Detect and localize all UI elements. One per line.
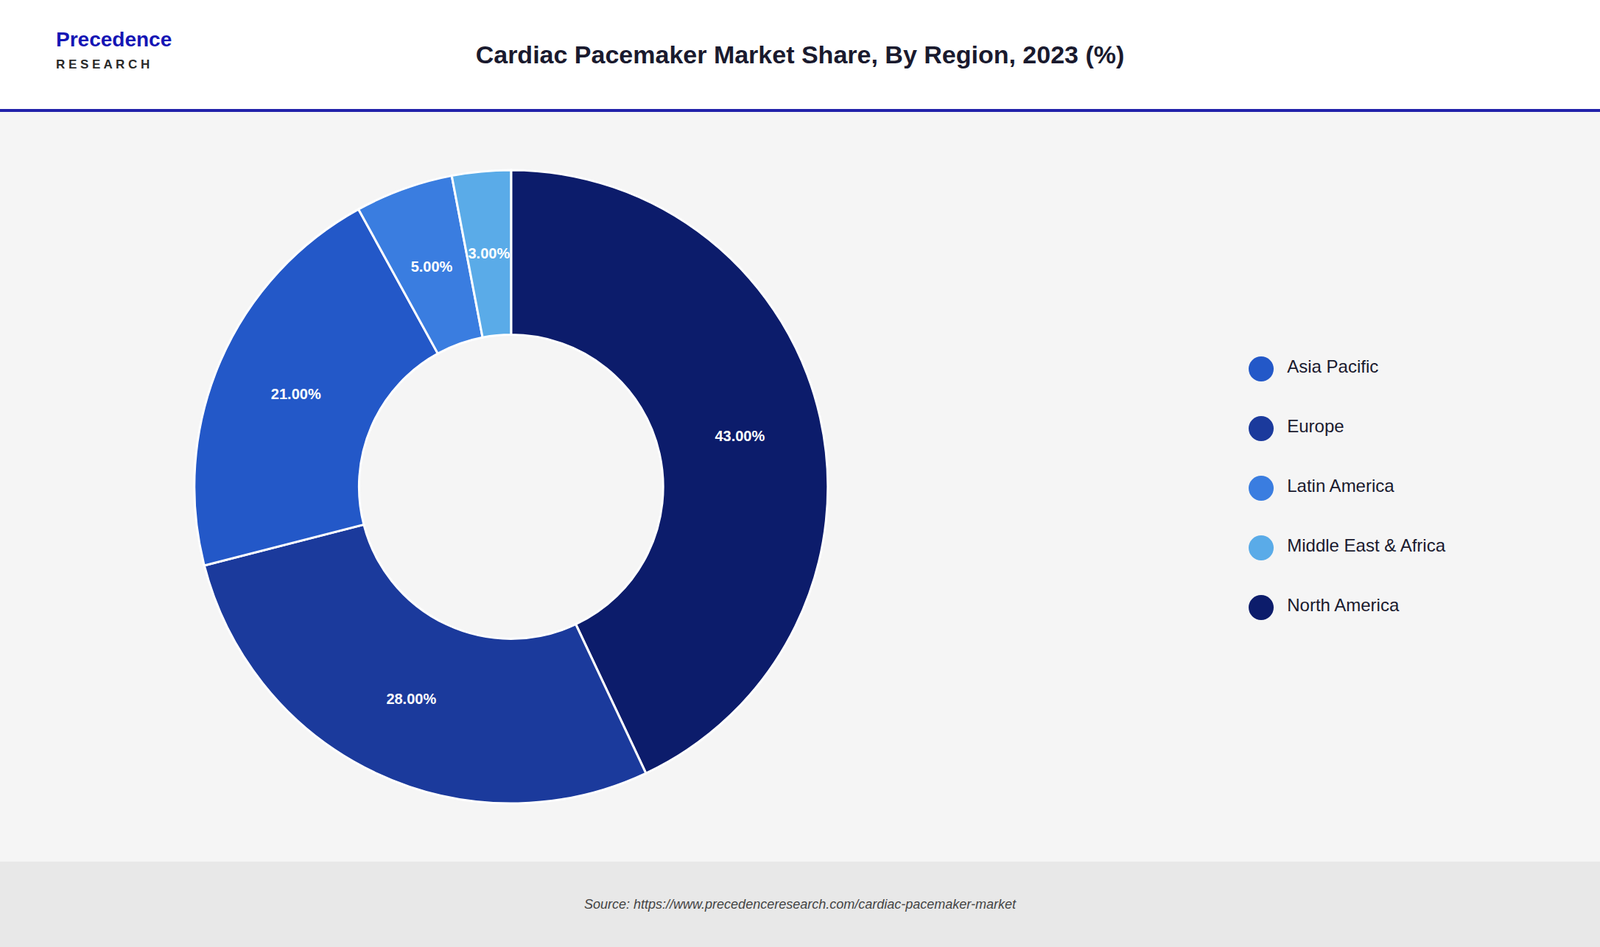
html-text:Precedence: Precedence — [55, 27, 172, 51]
svg-text:3.00%: 3.00% — [467, 245, 510, 262]
html-text:Asia Pacific: Asia Pacific — [1287, 356, 1379, 377]
svg-text:21.00%: 21.00% — [271, 386, 322, 403]
html-text:R E S E A R C H: R E S E A R C H — [55, 57, 150, 72]
html-text:Middle East & Africa: Middle East & Africa — [1287, 535, 1446, 556]
html-text:Cardiac Pacemaker Market Share: Cardiac Pacemaker Market Share, By Regio… — [475, 40, 1125, 69]
svg-text:28.00%: 28.00% — [386, 690, 437, 708]
svg-text:43.00%: 43.00% — [714, 427, 765, 445]
svg-text:5.00%: 5.00% — [411, 258, 454, 275]
html-text:Latin America: Latin America — [1287, 475, 1395, 496]
html-text:Source: https://www.precedence: Source: https://www.precedenceresearch.c… — [584, 896, 1016, 912]
html-text:Europe: Europe — [1287, 415, 1345, 436]
html-text:North America: North America — [1287, 594, 1400, 615]
